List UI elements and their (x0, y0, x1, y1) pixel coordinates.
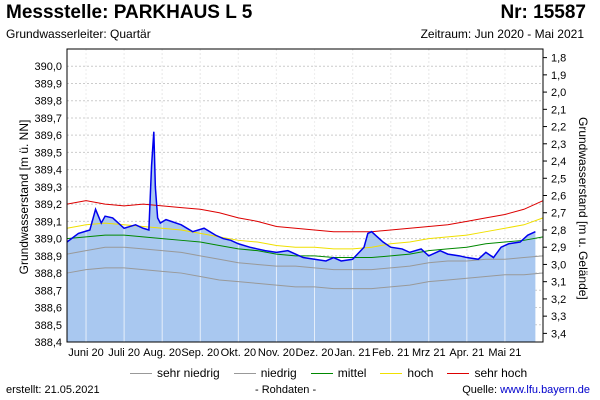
y2-tick-label: 2,4 (551, 156, 566, 168)
measured-area (67, 131, 536, 342)
legend-item-hoch: hoch (380, 366, 433, 380)
y-tick-label: 390,0 (34, 61, 62, 73)
y2-tick-label: 2,9 (551, 242, 566, 254)
series-line-sehr-hoch (66, 200, 544, 233)
rawdata-label: - Rohdaten - (255, 384, 317, 396)
y-tick-label: 389,3 (34, 182, 62, 194)
legend-label-hoch: hoch (407, 366, 434, 380)
y-axis-label-right: Grundwasserstand [m u. Gelände] (576, 117, 590, 300)
y-tick-label: 389,7 (34, 113, 62, 125)
x-tick-label: Sep. 20 (181, 347, 219, 359)
legend-item-sehr-hoch: sehr hoch (447, 366, 527, 380)
y-tick-label: 389,4 (34, 165, 62, 177)
x-tick-label: Mrz 21 (412, 347, 446, 359)
x-tick-label: Feb. 21 (372, 347, 409, 359)
y2-tick-label: 2,7 (551, 208, 566, 220)
y2-tick-label: 2,6 (551, 191, 566, 203)
aquifer-label: Grundwasserleiter: Quartär (6, 27, 151, 41)
legend-item-mittel: mittel (310, 366, 367, 380)
x-tick-label: Okt. 20 (221, 347, 256, 359)
y-tick-label: 389,5 (34, 147, 62, 159)
legend-item-niedrig: niedrig (233, 366, 297, 380)
y-tick-label: 388,7 (34, 285, 62, 297)
y-tick-label: 388,9 (34, 251, 62, 263)
x-tick-label: Jan. 21 (335, 347, 371, 359)
source-label: Quelle: www.lfu.bayern.de (462, 384, 590, 396)
legend-swatch-sehr-hoch (447, 372, 470, 374)
series-line-hoch (66, 217, 544, 250)
y-tick-label: 389,0 (34, 234, 62, 246)
y2-tick-label: 3,1 (551, 277, 566, 289)
x-tick-label: Juli 20 (108, 347, 140, 359)
y2-tick-label: 2,3 (551, 139, 566, 151)
x-tick-label: Apr. 21 (449, 347, 484, 359)
legend-swatch-niedrig (233, 372, 256, 374)
x-tick-label: Mai 21 (488, 347, 521, 359)
created-date: erstellt: 21.05.2021 (6, 384, 100, 396)
y-tick-label: 388,8 (34, 268, 62, 280)
x-tick-label: Nov. 20 (258, 347, 295, 359)
chart-legend: sehr niedrig niedrig mittel hoch sehr ho… (130, 366, 541, 380)
legend-label-sehr-niedrig: sehr niedrig (157, 366, 220, 380)
y-tick-label: 388,5 (34, 320, 62, 332)
y2-tick-label: 1,9 (551, 70, 566, 82)
series-line-niedrig (66, 246, 544, 271)
period-label: Zeitraum: Jun 2020 - Mai 2021 (420, 27, 584, 41)
x-tick-label: Aug. 20 (143, 347, 181, 359)
legend-item-sehr-niedrig: sehr niedrig (130, 366, 220, 380)
source-link[interactable]: www.lfu.bayern.de (500, 384, 590, 396)
legend-label-niedrig: niedrig (260, 366, 297, 380)
x-tick-label: Dez. 20 (296, 347, 334, 359)
legend-swatch-mittel (310, 372, 333, 374)
y-tick-label: 388,4 (34, 337, 62, 349)
series-line-mittel (66, 234, 544, 259)
y-axis-label-left: Grundwasserstand [m ü. NN] (17, 119, 31, 275)
y2-tick-label: 3,0 (551, 259, 566, 271)
station-number: Nr: 15587 (500, 2, 586, 23)
y-tick-label: 389,8 (34, 96, 62, 108)
legend-label-mittel: mittel (337, 366, 367, 380)
legend-swatch-sehr-niedrig (130, 372, 152, 374)
y2-tick-label: 3,2 (551, 294, 566, 306)
y-tick-label: 388,6 (34, 303, 62, 315)
y-tick-label: 389,2 (34, 199, 62, 211)
y2-tick-label: 2,5 (551, 173, 566, 185)
page-title: Messstelle: PARKHAUS L 5 (6, 2, 253, 23)
y2-tick-label: 2,8 (551, 225, 566, 237)
y-tick-label: 389,9 (34, 78, 62, 90)
series-line-sehr-niedrig (66, 267, 544, 290)
legend-label-sehr-hoch: sehr hoch (474, 366, 528, 380)
y2-tick-label: 2,1 (551, 104, 566, 116)
y-tick-label: 389,1 (34, 216, 62, 228)
legend-swatch-hoch (380, 372, 403, 374)
y2-tick-label: 1,8 (551, 53, 566, 65)
y2-tick-label: 2,0 (551, 87, 566, 99)
series-line-measured (66, 131, 536, 262)
plot-border (66, 48, 544, 343)
source-prefix: Quelle: (462, 384, 501, 396)
y2-tick-label: 2,2 (551, 122, 566, 134)
x-tick-label: Juni 20 (68, 347, 103, 359)
y-tick-label: 389,6 (34, 130, 62, 142)
y2-tick-label: 3,4 (551, 328, 566, 340)
y2-tick-label: 3,3 (551, 311, 566, 323)
